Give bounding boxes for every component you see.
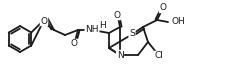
Text: S: S [129, 29, 135, 38]
Text: Cl: Cl [155, 52, 163, 61]
Text: O: O [70, 40, 77, 49]
Text: NH: NH [85, 24, 99, 33]
Text: O: O [40, 17, 48, 26]
Text: O: O [160, 3, 167, 12]
Text: O: O [70, 40, 77, 49]
Text: OH: OH [172, 18, 186, 26]
Text: S: S [129, 29, 135, 38]
Text: O: O [40, 17, 48, 26]
Text: N: N [117, 50, 123, 59]
Text: OH: OH [172, 18, 186, 26]
Text: H: H [100, 21, 106, 30]
Text: N: N [117, 50, 123, 59]
Text: NH: NH [85, 24, 99, 33]
Text: Cl: Cl [155, 52, 163, 61]
Text: O: O [160, 3, 167, 12]
Text: O: O [113, 11, 121, 20]
Text: O: O [113, 11, 121, 20]
